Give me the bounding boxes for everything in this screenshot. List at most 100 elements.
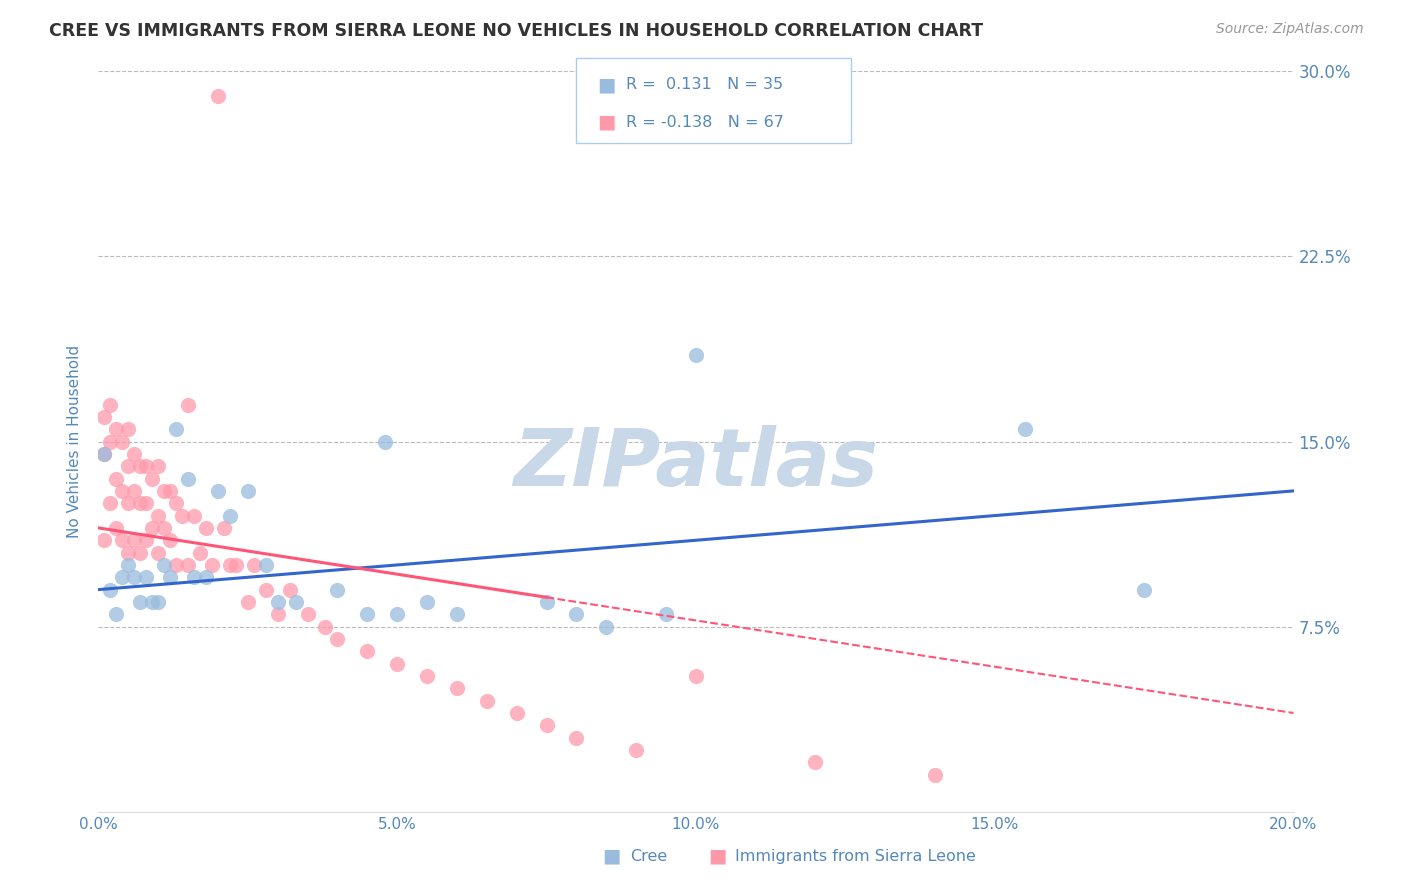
Point xyxy=(267,607,290,622)
Text: Cree: Cree xyxy=(630,849,666,863)
Point xyxy=(117,459,139,474)
Point xyxy=(141,471,163,485)
Point xyxy=(188,546,211,560)
Text: CREE VS IMMIGRANTS FROM SIERRA LEONE NO VEHICLES IN HOUSEHOLD CORRELATION CHART: CREE VS IMMIGRANTS FROM SIERRA LEONE NO … xyxy=(49,22,983,40)
Point xyxy=(129,459,152,474)
Point xyxy=(385,607,409,622)
Point xyxy=(183,570,205,584)
Point xyxy=(475,694,498,708)
Point xyxy=(536,718,558,732)
Point xyxy=(129,496,152,510)
Point xyxy=(105,471,128,485)
Point xyxy=(148,546,170,560)
Point xyxy=(385,657,409,671)
Point xyxy=(159,533,181,548)
Point xyxy=(356,607,378,622)
Text: ■: ■ xyxy=(598,112,616,132)
Point xyxy=(201,558,224,572)
Point xyxy=(105,607,128,622)
Point xyxy=(177,558,200,572)
Point xyxy=(267,595,290,609)
Point xyxy=(135,533,157,548)
Point xyxy=(165,558,187,572)
Point xyxy=(98,496,122,510)
Point xyxy=(111,434,134,449)
Point xyxy=(207,89,229,103)
Text: ZIPatlas: ZIPatlas xyxy=(513,425,879,503)
Point xyxy=(141,595,163,609)
Point xyxy=(655,607,678,622)
Point xyxy=(93,447,115,461)
Text: ■: ■ xyxy=(598,75,616,95)
Point xyxy=(254,558,277,572)
Point xyxy=(446,681,468,696)
Point xyxy=(165,422,187,436)
Text: R = -0.138   N = 67: R = -0.138 N = 67 xyxy=(626,115,783,129)
Point xyxy=(93,533,115,548)
Point xyxy=(1133,582,1156,597)
Point xyxy=(536,595,558,609)
Point xyxy=(297,607,319,622)
Point xyxy=(326,582,349,597)
Point xyxy=(315,619,337,633)
Point xyxy=(135,459,157,474)
Point xyxy=(685,669,707,683)
Point xyxy=(243,558,266,572)
Point xyxy=(105,422,128,436)
Point xyxy=(117,422,139,436)
Point xyxy=(374,434,396,449)
Point xyxy=(148,508,170,523)
Point xyxy=(153,521,176,535)
Point xyxy=(117,546,139,560)
Y-axis label: No Vehicles in Household: No Vehicles in Household xyxy=(67,345,83,538)
Point xyxy=(506,706,529,720)
Point xyxy=(225,558,247,572)
Point xyxy=(159,483,181,498)
Point xyxy=(356,644,378,658)
Point xyxy=(98,434,122,449)
Point xyxy=(159,570,181,584)
Point xyxy=(278,582,301,597)
Point xyxy=(93,409,115,424)
Point xyxy=(446,607,468,622)
Point xyxy=(254,582,277,597)
Point xyxy=(924,767,946,781)
Text: ■: ■ xyxy=(602,847,621,866)
Text: Source: ZipAtlas.com: Source: ZipAtlas.com xyxy=(1216,22,1364,37)
Point xyxy=(212,521,235,535)
Point xyxy=(804,756,827,770)
Point xyxy=(195,570,218,584)
Point xyxy=(1014,422,1036,436)
Point xyxy=(195,521,218,535)
Point xyxy=(685,348,707,362)
Point xyxy=(565,731,588,745)
Point xyxy=(111,483,134,498)
Point xyxy=(129,546,152,560)
Point xyxy=(177,398,200,412)
Point xyxy=(284,595,307,609)
Point xyxy=(626,743,648,757)
Point xyxy=(165,496,187,510)
Point xyxy=(595,619,617,633)
Text: ■: ■ xyxy=(707,847,727,866)
Text: R =  0.131   N = 35: R = 0.131 N = 35 xyxy=(626,78,783,92)
Point xyxy=(148,595,170,609)
Point xyxy=(117,496,139,510)
Point xyxy=(135,570,157,584)
Point xyxy=(124,447,146,461)
Point xyxy=(565,607,588,622)
Point xyxy=(124,483,146,498)
Point xyxy=(183,508,205,523)
Point xyxy=(111,533,134,548)
Point xyxy=(129,595,152,609)
Point xyxy=(148,459,170,474)
Point xyxy=(93,447,115,461)
Point xyxy=(326,632,349,646)
Point xyxy=(141,521,163,535)
Point xyxy=(236,483,259,498)
Point xyxy=(416,595,439,609)
Point xyxy=(124,570,146,584)
Point xyxy=(416,669,439,683)
Point xyxy=(153,558,176,572)
Point xyxy=(172,508,194,523)
